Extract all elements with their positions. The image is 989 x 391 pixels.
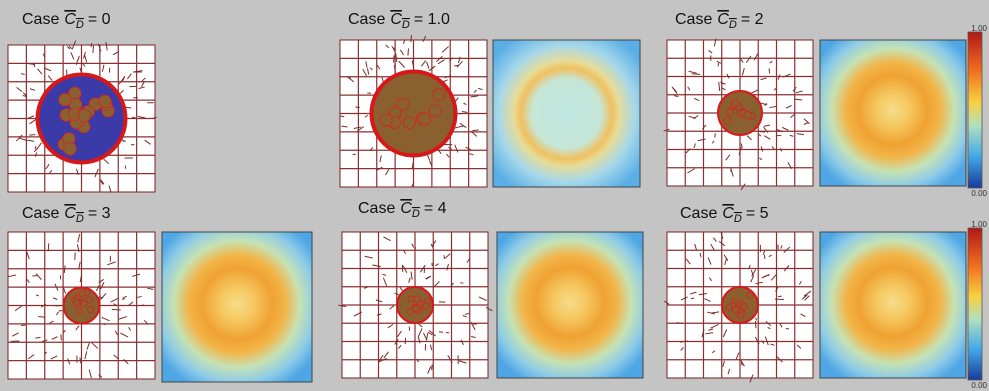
heatmap [493,40,640,187]
colorbar-min: 0.00 [971,381,987,390]
crack [29,135,35,136]
colorbar-min: 0.00 [971,189,987,198]
crack [674,96,678,97]
crack [454,65,459,66]
crack [715,133,716,137]
fragment [403,116,415,128]
fragment [429,105,441,117]
label-prefix: Case [675,11,712,28]
label-prefix: Case [358,200,395,217]
label-subscript: D [734,213,742,225]
label-symbol: C [400,200,412,217]
fragment [741,304,747,310]
label-subscript: D [76,213,84,225]
fragment [87,307,93,313]
label-prefix: Case [680,205,717,222]
crack [21,325,26,326]
crack [473,324,477,325]
label-symbol: C [390,11,402,28]
fragment [726,108,733,115]
fragment [731,100,738,107]
label-symbol: C [64,205,76,222]
label-prefix: Case [22,205,59,222]
crack [444,255,445,259]
fragment [78,109,91,122]
fragment [726,304,732,310]
crack [691,298,694,299]
crack [61,334,62,340]
colorbar-max: 1.00 [971,24,987,33]
label-subscript: D [729,19,737,31]
label-suffix: = 0 [88,11,111,28]
label-subscript: D [76,19,84,31]
crack [32,275,37,276]
label-subscript: D [412,208,420,220]
crack [408,48,409,55]
label-suffix: = 5 [746,205,769,222]
fragment [744,111,751,118]
fragment [79,291,85,297]
crack [132,117,136,118]
fragment [408,296,414,302]
crack [93,45,94,53]
fragment [433,88,445,100]
debris-core [372,72,456,156]
colorbar [968,32,982,188]
label-suffix: = 1.0 [414,11,450,28]
crack [140,305,144,306]
crack [769,68,770,73]
crack [125,166,126,169]
fragment [737,313,743,319]
fragment [76,308,82,314]
label-prefix: Case [348,11,385,28]
figure: CaseCD= 0CaseCD= 1.0CaseCD= 2CaseCD= 3Ca… [0,0,989,391]
colorbar [968,228,982,380]
fragment [414,296,420,302]
crack [461,126,464,127]
fragment [419,113,431,125]
fragment [423,303,429,309]
crack [778,296,782,297]
crack [759,131,765,132]
label-symbol: C [722,205,734,222]
crack [432,365,433,370]
fragment [81,300,87,306]
crack [718,63,719,66]
fragment [747,292,753,298]
crack [348,78,351,79]
fragment [380,114,392,126]
label-prefix: Case [22,11,59,28]
crack [122,299,125,300]
label-symbol: C [717,11,729,28]
crack [38,317,45,318]
fragment [74,300,80,306]
heatmap [162,232,312,382]
fragment [64,143,77,156]
label-suffix: = 4 [424,200,447,217]
fragment [724,117,731,124]
colorbar-max: 1.00 [971,220,987,229]
heatmap [820,40,966,186]
fragment [86,297,92,303]
label-symbol: C [64,11,76,28]
fragment [99,95,112,108]
fragment [407,308,413,314]
label-suffix: = 2 [741,11,764,28]
heatmap [497,232,643,378]
fragment [732,307,738,313]
heatmap [820,232,966,378]
crack [353,154,356,155]
label-subscript: D [402,19,410,31]
crack [48,243,49,251]
crack [692,74,701,75]
crack [112,309,121,310]
label-suffix: = 3 [88,205,111,222]
